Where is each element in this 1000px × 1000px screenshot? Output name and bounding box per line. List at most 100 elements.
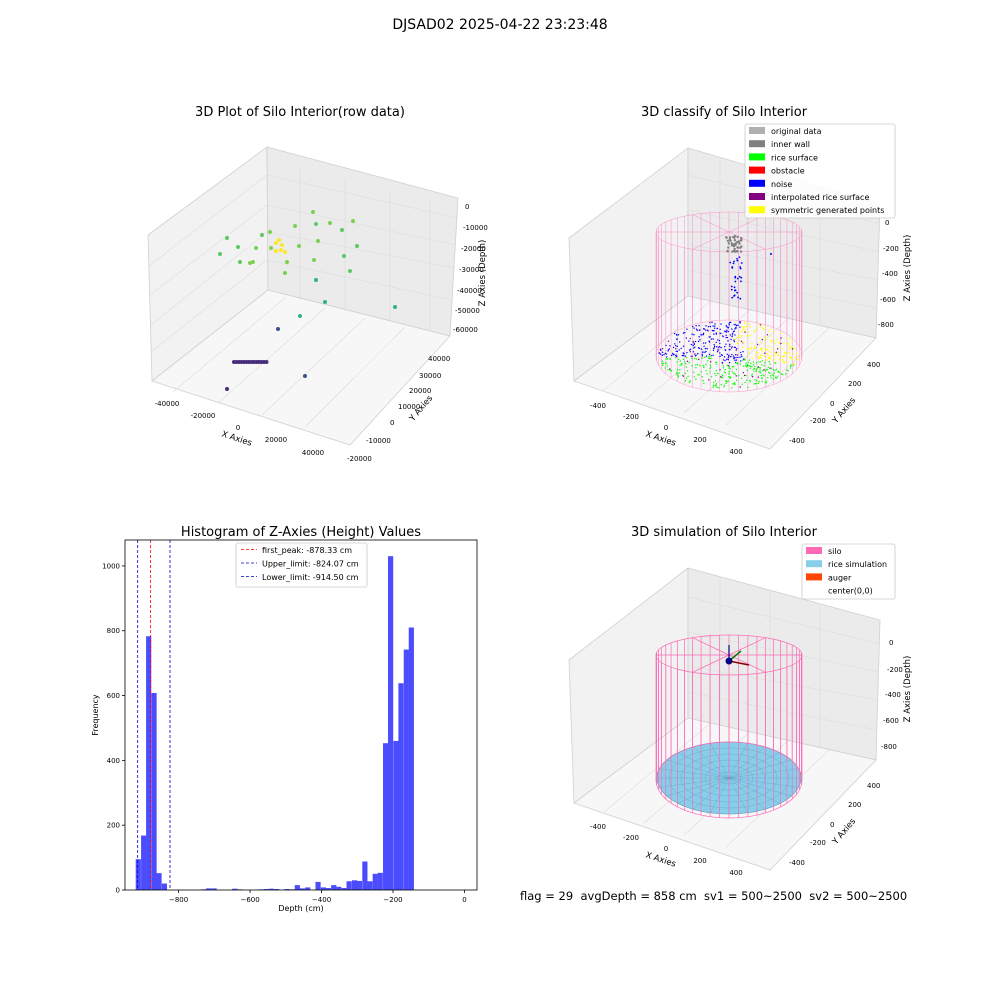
classify-point [731,346,733,348]
histogram-bar [232,888,238,890]
classify-point [787,352,789,354]
classify-point [676,368,679,371]
classify-point [768,356,771,359]
histogram-bar [315,881,321,890]
raw-point [283,271,287,275]
classify-point [726,329,728,332]
classify-point [682,354,685,357]
raw-z-tick: -60000 [453,326,478,334]
silo-wire [692,214,730,233]
classify-point [786,369,788,371]
classify-point [755,370,757,372]
classify-y-tick: -200 [810,417,826,425]
classify-point [767,376,769,379]
classify-point [788,352,790,354]
raw-y-tick: -20000 [347,455,372,463]
histogram-bar [299,888,305,890]
classify-point [682,345,685,347]
raw-point [312,258,316,262]
classify-point [726,358,728,361]
classify-point [672,352,674,355]
classify-point [765,382,768,384]
rice-mesh-spoke [692,746,730,779]
classify-point [701,351,704,353]
classify-point [725,325,727,327]
classify-point [762,374,764,376]
histogram-bar [135,859,141,890]
classify-point [749,379,751,382]
classify-point [751,357,754,360]
classify-point [734,373,736,376]
histogram-bar [341,888,347,890]
classify-point [724,349,726,351]
legend-swatch [749,166,765,174]
simulation-legend: silo rice simulation auger center(0,0) [801,543,896,600]
classify-point [698,324,700,327]
classify-point [733,383,735,385]
classify-point [697,347,700,349]
classify-point [664,367,666,369]
raw-z-tick: -10000 [463,224,488,232]
classify-point [758,371,760,373]
classify-point [769,358,772,360]
classify-point [729,368,732,370]
classify-point [735,375,738,377]
classify-point [699,364,701,367]
classify-point [733,357,735,360]
classify-point [737,334,740,337]
classify-point [708,340,710,342]
classify-point [778,371,780,374]
classify-point [695,358,698,360]
classify-point [773,361,776,363]
classify-point [707,325,710,328]
classify-point [752,361,755,363]
classify-point [733,339,735,341]
classify-point [702,333,705,336]
classify-point [698,336,700,338]
classify-point [735,338,737,340]
classify-point [682,352,684,354]
classify-point [685,377,688,379]
classify-point [674,357,677,359]
histogram-bar [211,888,217,890]
noise-point [736,277,739,280]
classify-point [767,345,769,347]
classify-point [769,372,771,375]
raw-point [277,238,281,242]
legend-swatch [749,127,765,134]
classify-point [745,362,747,364]
classify-point [719,352,721,354]
panel-raw-title: 3D Plot of Silo Interior(row data) [195,105,405,120]
classify-x-tick: 0 [664,424,668,432]
classify-y-tick: -400 [789,437,805,445]
histogram-bar [268,888,274,890]
classify-point [722,359,725,361]
classify-point [684,380,687,382]
classify-point [754,379,756,381]
classify-point [735,324,738,327]
y-tick-label: 800 [107,627,120,635]
classify-point [675,338,678,341]
classify-point [680,347,682,350]
classify-point [754,382,757,385]
classify-point [675,345,677,347]
classify-point [702,379,704,382]
classify-point [768,360,770,363]
raw-point [274,241,278,245]
classify-point [733,382,736,384]
classify-point [713,344,715,346]
classify-point [768,330,770,333]
classify-x-tick: 400 [729,448,742,456]
classify-point [676,334,678,336]
classify-point [739,360,742,362]
classify-point [688,340,690,342]
classify-point [755,362,758,364]
noise-point [736,291,739,294]
histogram-bar [284,889,290,890]
panel-simulation-title: 3D simulation of Silo Interior [631,525,818,540]
classify-point [717,349,719,351]
simulation-z-tick: -400 [885,691,901,699]
classify-point [735,323,737,326]
classify-point [693,347,695,349]
classify-point [741,355,743,358]
